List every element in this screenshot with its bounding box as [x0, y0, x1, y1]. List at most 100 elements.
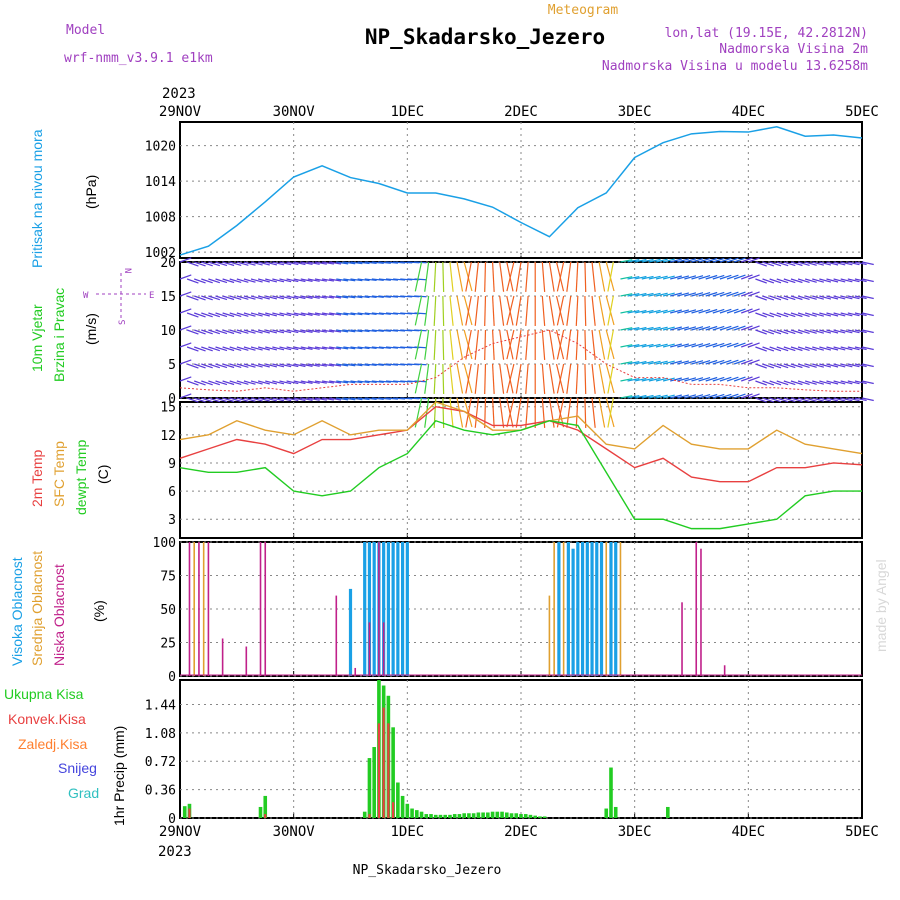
wind-barb: [286, 312, 299, 317]
wind-barb: [250, 312, 263, 317]
wind-barb: [378, 380, 391, 383]
wind-barb: [371, 329, 384, 332]
wind-barb: [433, 261, 437, 292]
wind-barb: [634, 394, 647, 399]
wind-barb: [548, 295, 555, 326]
cloud-bar: [566, 542, 570, 676]
wind-barb: [329, 380, 342, 384]
wind-barb: [662, 292, 675, 297]
wind-barb: [719, 257, 732, 263]
wind-barb: [741, 393, 753, 399]
wind-barb: [293, 363, 306, 368]
wind-barb: [698, 377, 711, 382]
cloud-bar: [193, 542, 196, 676]
product-name: Meteogram: [548, 3, 619, 18]
pressure-y-tick-label: 1002: [145, 246, 176, 261]
precip-bar: [405, 803, 410, 818]
x-ticks-top: 29NOV 30NOV 1DEC 2DEC 3DEC 4DEC 5DEC: [159, 104, 879, 120]
wind-barb: [250, 363, 263, 368]
wind-barb: [194, 261, 206, 267]
wind-barb: [257, 397, 270, 402]
wind-barb: [343, 329, 356, 333]
wind-barb: [321, 261, 335, 265]
wind-barb: [662, 326, 675, 331]
wind-barb: [769, 261, 782, 267]
wind-dir-w: W: [83, 291, 89, 301]
wind-barb: [755, 380, 767, 386]
wind-barb: [243, 329, 256, 334]
cloud-bar: [585, 542, 589, 676]
wind-barb: [194, 295, 206, 301]
wind-barb: [726, 342, 739, 348]
wind-barb: [371, 397, 384, 400]
precip-bar: [666, 806, 670, 818]
wind-barb: [300, 346, 313, 350]
pressure-y-tick-label: 1008: [145, 211, 176, 226]
wind-barb: [755, 312, 767, 318]
wind-barb: [272, 278, 285, 283]
wind-barb: [861, 380, 874, 385]
precip-unit: 1hr Precip (mm): [111, 726, 127, 826]
wind-barb: [515, 397, 522, 428]
wind-barb: [797, 346, 810, 351]
wind-barb: [677, 309, 690, 314]
wind-barb: [748, 274, 760, 280]
wind-barb: [677, 360, 690, 365]
wind-barb: [769, 295, 782, 301]
precip-bar: [424, 814, 429, 818]
wind-barb: [726, 376, 739, 382]
wind-barb: [641, 275, 654, 280]
precip-bar: [486, 812, 490, 818]
wind-barb: [790, 261, 803, 267]
wind-barb: [797, 329, 810, 334]
wind-barb: [378, 329, 391, 332]
wind-barb: [698, 275, 711, 280]
wind-barb: [620, 310, 633, 314]
cloud-bar: [198, 542, 200, 676]
wind-barb: [719, 308, 732, 314]
wind-barb: [755, 261, 767, 267]
wind-barb: [257, 312, 270, 317]
wind-dir-e: E: [149, 291, 154, 301]
wind-barb: [670, 343, 682, 348]
wind-barb: [433, 295, 437, 326]
wind-barb: [598, 261, 606, 292]
x-tick-top-label: 4DEC: [731, 104, 765, 120]
cloud-bar: [619, 542, 622, 676]
precip-bar: [609, 767, 613, 818]
wind-barb: [236, 278, 249, 283]
wind-barb: [515, 363, 522, 394]
wind-barb: [393, 295, 406, 298]
wind-barb: [491, 363, 495, 394]
wind-barb: [684, 326, 697, 331]
wind-barb: [350, 312, 363, 316]
wind-barb: [541, 261, 546, 292]
wind-label-1: 10m Vjetar: [29, 304, 45, 372]
wind-barb: [662, 360, 675, 365]
wind-barb: [591, 329, 596, 360]
wind-barb: [424, 397, 430, 428]
wind-barb: [208, 397, 221, 403]
precip-y-tick-label: 1.08: [145, 727, 176, 742]
wind-barb: [186, 312, 199, 318]
wind-barb: [805, 363, 817, 368]
wind-barb: [733, 376, 746, 382]
wind-barb: [620, 327, 633, 331]
wind-barb: [627, 327, 640, 331]
wind-barb: [826, 329, 839, 334]
wind-barb: [329, 363, 342, 367]
wind-barb: [414, 278, 427, 281]
wind-barb: [385, 363, 399, 366]
wind-barb: [854, 363, 867, 368]
wind-barb: [336, 312, 349, 316]
wind-barb: [847, 278, 860, 283]
cloud-bar: [367, 542, 372, 676]
cloud-bar: [396, 542, 400, 676]
wind-barb: [491, 295, 495, 326]
x-tick-top-label: 5DEC: [845, 104, 879, 120]
wind-barb: [805, 397, 817, 402]
wind-barb: [641, 360, 654, 365]
wind-barb: [272, 312, 285, 317]
wind-barb: [307, 397, 320, 401]
